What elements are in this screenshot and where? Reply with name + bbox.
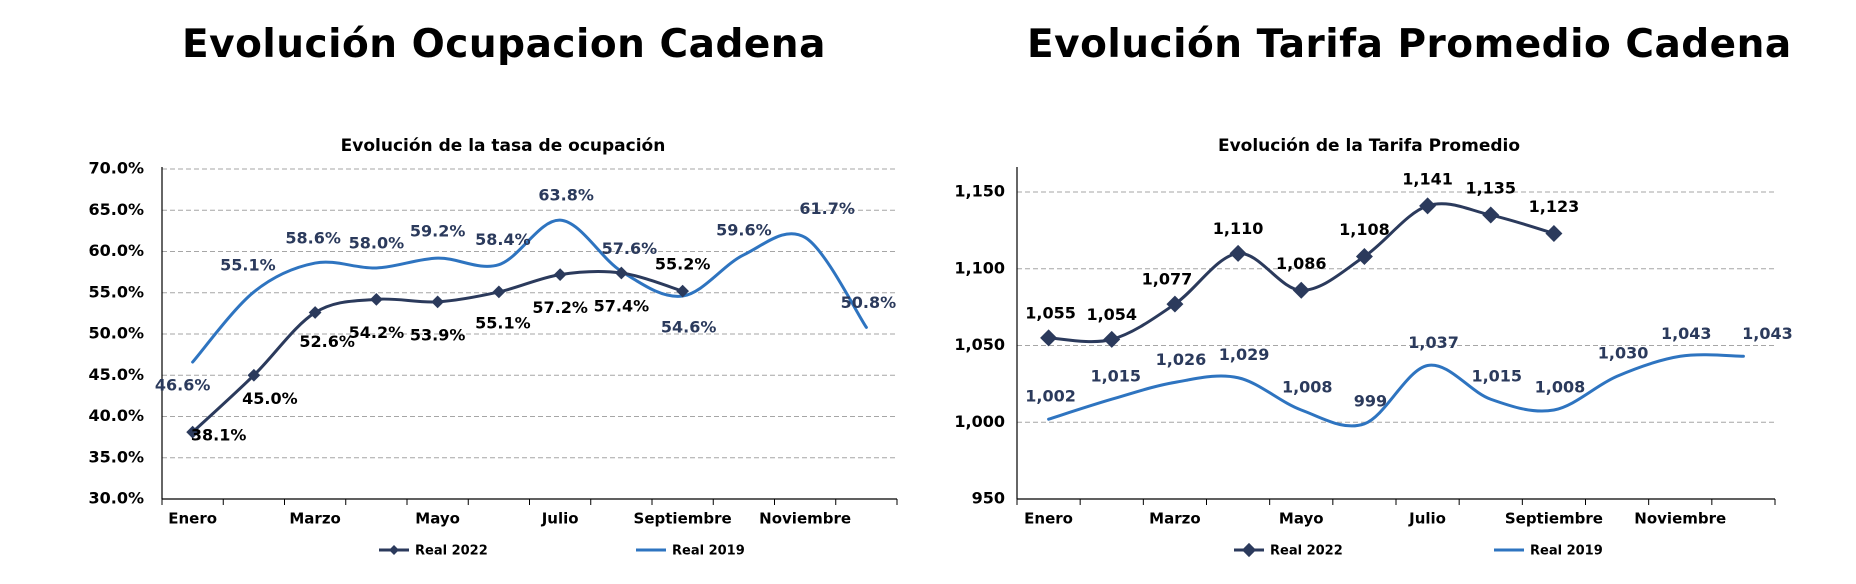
- rate-page-title: Evolución Tarifa Promedio Cadena: [1027, 22, 1792, 67]
- rate-point-real-2022: [1292, 281, 1310, 299]
- occupancy-data-label-real-2019: 58.0%: [349, 234, 405, 253]
- occupancy-data-label-real-2019: 58.6%: [285, 229, 341, 248]
- rate-y-tick-label: 1,050: [954, 335, 1005, 354]
- rate-data-label-real-2019: 1,029: [1219, 345, 1270, 364]
- occupancy-data-label-real-2019: 59.2%: [410, 222, 466, 241]
- occupancy-data-label-real-2022: 52.6%: [299, 332, 355, 351]
- rate-data-label-real-2019: 1,008: [1535, 377, 1586, 396]
- occupancy-y-tick-label: 55.0%: [88, 282, 144, 301]
- rate-x-tick-label: Julio: [1408, 510, 1446, 528]
- rate-data-label-real-2019: 1,043: [1661, 324, 1712, 343]
- rate-data-label-real-2022: 1,055: [1025, 303, 1076, 322]
- rate-data-label-real-2019: 1,002: [1025, 387, 1076, 406]
- occupancy-legend-marker-real-2022: [389, 545, 399, 555]
- occupancy-data-label-real-2022: 57.4%: [594, 296, 650, 315]
- occupancy-data-label-real-2022: 57.2%: [532, 298, 588, 317]
- occupancy-point-real-2022: [492, 285, 506, 299]
- occupancy-point-real-2022: [553, 268, 567, 281]
- rate-x-tick-label: Enero: [1024, 510, 1073, 528]
- rate-y-tick-label: 950: [972, 489, 1005, 508]
- rate-point-real-2022: [1482, 206, 1500, 224]
- occupancy-y-tick-label: 45.0%: [88, 365, 144, 384]
- occupancy-data-label-real-2019: 58.4%: [475, 230, 531, 249]
- rate-legend-marker-real-2022: [1241, 542, 1257, 558]
- rate-point-real-2022: [1229, 244, 1247, 262]
- rate-x-tick-label: Noviembre: [1634, 510, 1726, 528]
- occupancy-data-label-real-2022: 45.0%: [242, 389, 298, 408]
- rate-y-tick-label: 1,000: [954, 412, 1005, 431]
- rate-chart-title: Evolución de la Tarifa Promedio: [1218, 136, 1520, 156]
- occupancy-x-tick-label: Julio: [541, 510, 579, 528]
- occupancy-y-tick-label: 40.0%: [88, 406, 144, 425]
- occupancy-data-label-real-2019: 57.6%: [602, 239, 658, 258]
- occupancy-data-label-real-2022: 38.1%: [191, 426, 247, 445]
- occupancy-data-label-real-2022: 53.9%: [410, 325, 466, 344]
- rate-data-label-real-2022: 1,086: [1276, 254, 1327, 273]
- occupancy-x-tick-label: Mayo: [415, 510, 460, 528]
- rate-y-tick-label: 1,100: [954, 258, 1005, 277]
- occupancy-x-tick-label: Noviembre: [759, 510, 851, 528]
- rate-data-label-real-2022: 1,108: [1339, 220, 1390, 239]
- rate-data-label-real-2022: 1,135: [1465, 179, 1516, 198]
- rate-data-label-real-2022: 1,141: [1402, 169, 1453, 188]
- occupancy-point-real-2022: [431, 295, 444, 309]
- rate-point-real-2022: [1545, 224, 1563, 242]
- occupancy-y-tick-label: 65.0%: [88, 200, 144, 219]
- occupancy-y-tick-label: 35.0%: [88, 447, 144, 466]
- rate-x-tick-label: Septiembre: [1505, 510, 1603, 528]
- rate-data-label-real-2019: 1,015: [1090, 367, 1141, 386]
- rate-data-label-real-2019: 1,015: [1471, 367, 1522, 386]
- rate-y-tick-label: 1,150: [954, 182, 1005, 201]
- rate-data-label-real-2022: 1,110: [1213, 219, 1264, 238]
- occupancy-legend-label-real-2022: Real 2022: [415, 544, 488, 559]
- rate-legend-label-real-2022: Real 2022: [1270, 544, 1343, 559]
- occupancy-point-real-2022: [186, 425, 199, 439]
- occupancy-data-label-real-2022: 54.2%: [349, 323, 405, 342]
- rate-point-real-2022: [1040, 329, 1058, 347]
- rate-data-label-real-2022: 1,054: [1086, 305, 1137, 324]
- rate-data-label-real-2019: 1,037: [1408, 333, 1459, 352]
- occupancy-point-real-2022: [247, 368, 261, 382]
- rate-data-label-real-2022: 1,077: [1142, 270, 1193, 289]
- occupancy-data-label-real-2019: 59.6%: [716, 220, 772, 239]
- rate-data-label-real-2019: 1,008: [1282, 377, 1333, 396]
- occupancy-y-tick-label: 60.0%: [88, 241, 144, 260]
- occupancy-data-label-real-2019: 55.1%: [220, 255, 276, 274]
- rate-x-tick-label: Mayo: [1279, 510, 1324, 528]
- occupancy-y-tick-label: 30.0%: [88, 489, 144, 508]
- rate-series-line-real-2019: [1047, 353, 1745, 428]
- occupancy-x-tick-label: Septiembre: [634, 510, 732, 528]
- rate-data-label-real-2019: 1,026: [1156, 350, 1207, 369]
- occupancy-data-label-real-2019: 50.8%: [841, 293, 897, 312]
- occupancy-legend-label-real-2019: Real 2019: [672, 544, 745, 559]
- occupancy-data-label-real-2019: 46.6%: [155, 376, 211, 395]
- rate-x-tick-label: Marzo: [1149, 510, 1200, 528]
- occupancy-data-label-real-2019: 54.6%: [661, 318, 717, 337]
- occupancy-data-label-real-2022: 55.1%: [475, 313, 531, 332]
- occupancy-data-label-real-2019: 63.8%: [538, 186, 594, 205]
- rate-point-real-2022: [1419, 197, 1437, 215]
- occupancy-y-tick-label: 70.0%: [88, 159, 144, 178]
- occupancy-chart-title: Evolución de la tasa de ocupación: [341, 136, 666, 156]
- rate-data-label-real-2022: 1,123: [1529, 197, 1580, 216]
- occupancy-series-line-real-2019: [191, 218, 868, 364]
- rate-legend-label-real-2019: Real 2019: [1530, 544, 1603, 559]
- rate-data-label-real-2019: 1,043: [1742, 324, 1793, 343]
- occupancy-point-real-2022: [308, 306, 322, 319]
- rate-data-label-real-2019: 1,030: [1598, 344, 1649, 363]
- occupancy-y-tick-label: 50.0%: [88, 324, 144, 343]
- occupancy-x-tick-label: Enero: [168, 510, 217, 528]
- occupancy-data-label-real-2019: 61.7%: [799, 199, 855, 218]
- occupancy-point-real-2022: [370, 292, 383, 306]
- occupancy-data-label-real-2022: 55.2%: [655, 255, 711, 274]
- rate-data-label-real-2019: 999: [1354, 391, 1387, 410]
- occupancy-page-title: Evolución Ocupacion Cadena: [182, 22, 826, 67]
- occupancy-x-tick-label: Marzo: [289, 510, 340, 528]
